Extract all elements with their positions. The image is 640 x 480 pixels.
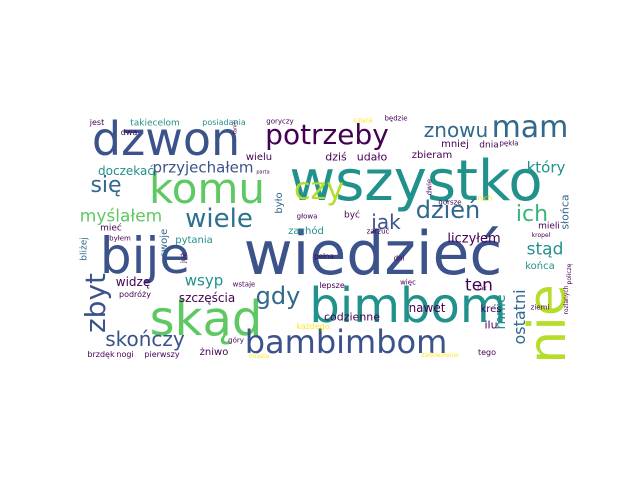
word-skonczy: skończy (105, 327, 185, 351)
word-dzwon: dzwon (91, 112, 241, 166)
word-wsyp: wsyp (184, 271, 224, 290)
word-nogi: nogi (116, 350, 134, 359)
word-wszystko: wszystko (289, 149, 543, 214)
word-wiedziec: wiedzieć (243, 219, 503, 289)
word-dzis: dziś (325, 150, 347, 164)
word-miec: mieć (100, 223, 122, 234)
word-myslalem: myślałem (79, 206, 163, 227)
word-mam: mam (491, 110, 569, 145)
word-wielu: wielu (245, 152, 273, 163)
word-pierwszy: pierwszy (144, 350, 180, 359)
word-konca: końca (525, 261, 555, 272)
word-znowu: znowu (423, 118, 489, 142)
word-wiec: więc (400, 278, 416, 287)
word-codzienne: codzienne (323, 310, 381, 324)
word-podrozy: podróży (119, 290, 151, 299)
word-posiadania: posiadania (202, 118, 246, 127)
word-zbieram: zbieram (411, 150, 453, 161)
word-zbyt: zbyt (79, 272, 112, 334)
word-pytania: pytania (175, 235, 213, 246)
word-zachod: zachód (288, 226, 324, 237)
word-zarzuc: zarzuć (366, 227, 390, 236)
word-gdy: gdy (255, 282, 301, 310)
word-jest: jest (89, 118, 105, 127)
word-zniwo: żniwo (199, 347, 229, 358)
word-rozlanych: rozlanych (563, 285, 570, 315)
word-tego: tego (477, 348, 497, 357)
word-blizej: bliżej (79, 237, 90, 261)
word-udalo: udało (356, 150, 388, 164)
word-skad: skąd (149, 291, 263, 347)
word-parta: parta (256, 169, 270, 176)
word-bimbom: bimbom (309, 278, 507, 334)
word-wstaje: wstaje (232, 280, 256, 289)
word-ktory: który (526, 158, 566, 177)
word-bylem: byłem (109, 234, 131, 243)
word-bije: bije (99, 227, 191, 285)
word-brzdek: brzdęk (87, 350, 115, 359)
word-zadowolenie: zadowolenie (421, 352, 459, 359)
word-ostatni: ostatni (510, 289, 529, 345)
word-gory: góry (228, 336, 244, 345)
word-bambimbom: bambimbom (244, 323, 448, 361)
word-byc: być (344, 210, 360, 221)
word-goryczy: goryczy (266, 117, 294, 126)
word-glowa: głowa (296, 212, 318, 221)
word-dzien: dzień (415, 196, 481, 224)
word-dwie: dwie (425, 178, 434, 196)
word-dni: dni (393, 254, 405, 263)
word-mieli: mieli (538, 221, 560, 232)
word-taniej: taniej (232, 119, 239, 135)
word-sie: się (90, 173, 122, 198)
word-potrzeby: potrzeby (265, 118, 389, 151)
word-miasta: miasta (248, 353, 270, 360)
word-ziemi: ziemi (530, 303, 550, 312)
word-tak: tak (477, 285, 487, 292)
word-widze: widzę (115, 275, 151, 289)
word-ten: ten (465, 275, 493, 296)
word-czy: czy (294, 172, 344, 207)
word-mniej: mniej (441, 139, 469, 150)
word-jak: jak (371, 210, 401, 234)
word-dnia: dnia (479, 140, 499, 151)
word-pelna: pełna (314, 252, 334, 261)
word-doczekac: doczekać (98, 164, 154, 178)
word-juz: już (179, 252, 188, 264)
word-bylo: było (274, 192, 285, 214)
word-kropel: kropel (531, 232, 551, 239)
word-lepsze: lepsze (319, 281, 345, 290)
word-swoje: swoje (159, 228, 170, 258)
word-poliwcz: policzę (566, 263, 573, 285)
word-bedzie: będzie (384, 114, 408, 123)
word-slonca: słońca (558, 194, 572, 230)
word-kres: kres (480, 304, 502, 315)
word-stad: stąd (526, 239, 564, 260)
word-liczylem: liczyłem (447, 231, 501, 247)
word-nawet: nawet (408, 301, 446, 315)
word-przyjechalem: przyjechałem (152, 158, 254, 177)
word-szczescia: szczęścia (178, 291, 236, 305)
word-nich: nich (477, 194, 493, 203)
word-ilu: ilu (484, 318, 498, 332)
word-ich: ich (515, 202, 549, 227)
word-dwa: dwa (120, 128, 138, 137)
word-gorsze: gorsze (438, 198, 462, 207)
word-komu: komu (148, 164, 266, 213)
word-pekla: pękła (499, 139, 519, 148)
word-kazdego: każdego (296, 322, 330, 331)
word-czara: czara (353, 116, 373, 125)
word-takiecelom: takiecelom (130, 118, 180, 129)
word-wiele: wiele (185, 204, 253, 234)
